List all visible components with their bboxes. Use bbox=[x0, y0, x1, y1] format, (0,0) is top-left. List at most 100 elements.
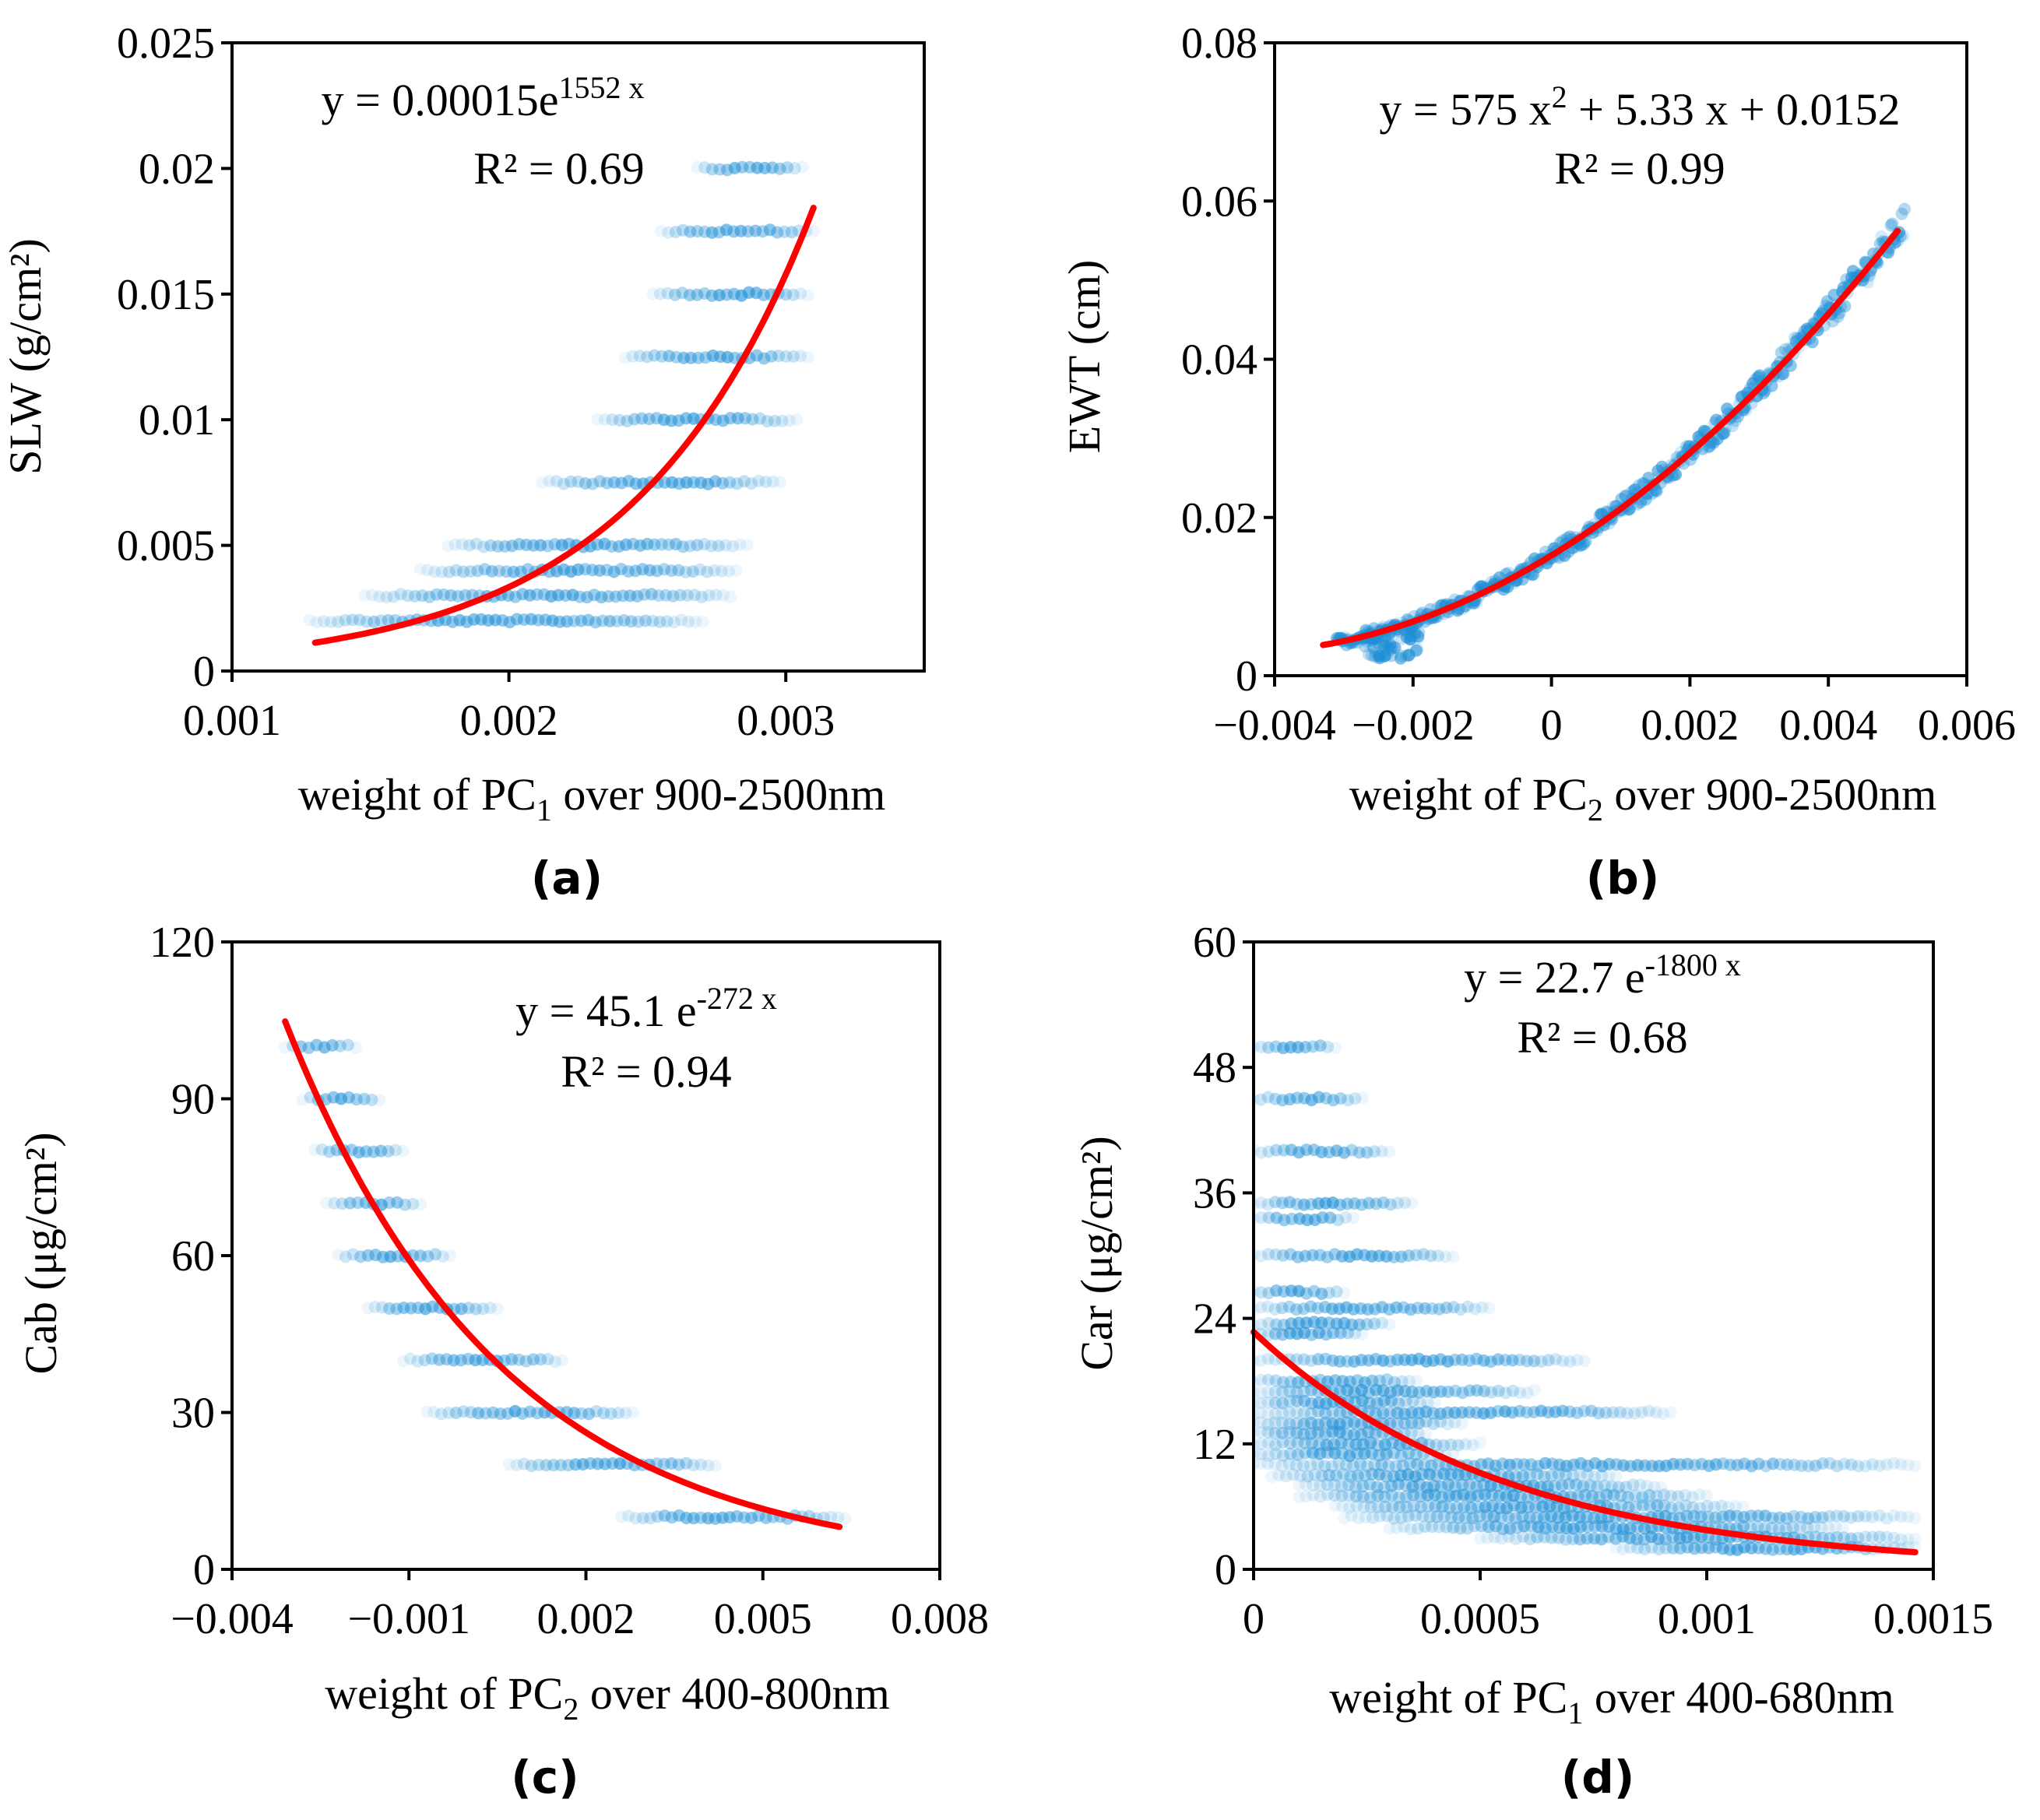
equation-exponent: 2 bbox=[1552, 79, 1567, 114]
data-point bbox=[525, 1460, 538, 1473]
data-point bbox=[1283, 1385, 1296, 1398]
data-point bbox=[682, 615, 695, 628]
data-point bbox=[1262, 1449, 1275, 1462]
data-point bbox=[765, 161, 779, 174]
data-point bbox=[1538, 1530, 1551, 1544]
data-point bbox=[1355, 1428, 1368, 1442]
data-point bbox=[1395, 1511, 1408, 1524]
data-point bbox=[723, 1511, 737, 1524]
data-point bbox=[346, 1248, 360, 1261]
data-point bbox=[1377, 1394, 1391, 1407]
data-point bbox=[1398, 1196, 1412, 1210]
data-point bbox=[1514, 1501, 1528, 1514]
data-point bbox=[1552, 1531, 1565, 1544]
data-point bbox=[1773, 1511, 1786, 1524]
data-point bbox=[662, 538, 675, 551]
data-point bbox=[1581, 1467, 1594, 1481]
data-point bbox=[1659, 1541, 1672, 1555]
data-point bbox=[1605, 1480, 1618, 1493]
data-point bbox=[325, 1038, 339, 1052]
data-point bbox=[303, 613, 316, 627]
data-point bbox=[1391, 1384, 1404, 1397]
data-point bbox=[1511, 1457, 1524, 1470]
data-point bbox=[1304, 1416, 1317, 1429]
data-point bbox=[1465, 1502, 1478, 1515]
data-point bbox=[607, 476, 621, 489]
fit-curve bbox=[1320, 227, 1901, 648]
data-point bbox=[1774, 1542, 1786, 1555]
data-point bbox=[1506, 1354, 1519, 1367]
data-point bbox=[1497, 1523, 1510, 1536]
data-point bbox=[607, 565, 621, 578]
data-point bbox=[660, 615, 674, 628]
data-point bbox=[1379, 1438, 1391, 1451]
data-point bbox=[1409, 1509, 1423, 1522]
data-point bbox=[477, 540, 491, 553]
data-point bbox=[1481, 1531, 1494, 1544]
data-point bbox=[1430, 1510, 1444, 1523]
data-point bbox=[733, 538, 747, 551]
data-point bbox=[1609, 1541, 1623, 1554]
data-point bbox=[1577, 1480, 1590, 1493]
data-point bbox=[1339, 1458, 1352, 1471]
data-point bbox=[1573, 1511, 1586, 1523]
data-point bbox=[1901, 1510, 1915, 1523]
data-point bbox=[279, 1041, 292, 1054]
data-point bbox=[1379, 1500, 1392, 1513]
data-point bbox=[1262, 1145, 1275, 1158]
data-point bbox=[1390, 1301, 1403, 1314]
data-point bbox=[702, 589, 716, 602]
data-point bbox=[1631, 1459, 1644, 1472]
data-point bbox=[1829, 1520, 1842, 1534]
data-point bbox=[794, 350, 807, 363]
data-point bbox=[1688, 1459, 1701, 1472]
data-point bbox=[358, 589, 371, 602]
data-point bbox=[687, 412, 700, 425]
data-point bbox=[1373, 1468, 1386, 1481]
data-point bbox=[1312, 1326, 1325, 1340]
data-point bbox=[1701, 1489, 1713, 1502]
data-point bbox=[750, 349, 763, 362]
data-point bbox=[503, 1458, 515, 1471]
data-point bbox=[796, 160, 809, 174]
data-point bbox=[1373, 1509, 1387, 1523]
data-point bbox=[1390, 1522, 1403, 1534]
data-point bbox=[1348, 1197, 1361, 1210]
data-point bbox=[702, 1459, 715, 1472]
data-point bbox=[447, 1354, 460, 1367]
data-point bbox=[1726, 420, 1739, 433]
data-point bbox=[1291, 1448, 1304, 1461]
data-point bbox=[1426, 1520, 1439, 1534]
data-point bbox=[394, 588, 407, 601]
data-point bbox=[1407, 1488, 1420, 1502]
data-point bbox=[333, 1039, 346, 1052]
data-point bbox=[1449, 1480, 1461, 1493]
data-point bbox=[1412, 1427, 1425, 1440]
data-point bbox=[1574, 1468, 1587, 1481]
data-point bbox=[1405, 1196, 1419, 1210]
data-point bbox=[1518, 1458, 1531, 1471]
data-point bbox=[1595, 1520, 1609, 1533]
data-point bbox=[575, 614, 588, 627]
data-point bbox=[1788, 1458, 1801, 1471]
data-point bbox=[691, 351, 705, 364]
data-point bbox=[1398, 1385, 1412, 1397]
x-tick-label: −0.002 bbox=[1352, 701, 1475, 750]
data-point bbox=[1297, 1198, 1310, 1211]
data-point bbox=[629, 1512, 642, 1525]
data-point bbox=[1455, 1406, 1468, 1419]
data-point bbox=[426, 1300, 439, 1313]
equation-base: y = 575 x bbox=[1379, 84, 1551, 135]
data-point bbox=[1389, 1460, 1402, 1473]
data-point bbox=[472, 1407, 485, 1420]
data-point bbox=[1297, 1407, 1310, 1420]
data-point bbox=[1284, 1248, 1297, 1261]
data-point bbox=[1298, 1326, 1311, 1340]
data-point bbox=[397, 1302, 410, 1315]
data-point bbox=[1595, 1533, 1608, 1546]
data-point bbox=[653, 615, 667, 628]
data-point bbox=[1400, 1501, 1413, 1514]
data-point bbox=[1490, 1520, 1502, 1533]
data-point bbox=[1433, 1302, 1446, 1316]
data-point bbox=[1328, 1042, 1342, 1055]
